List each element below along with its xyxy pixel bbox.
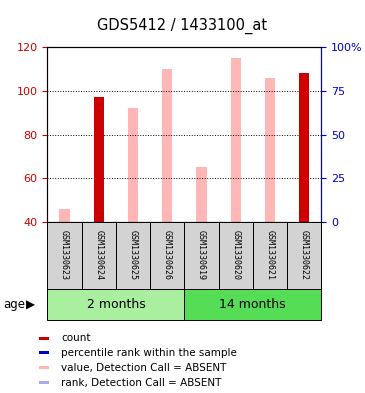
Bar — [39, 382, 49, 384]
Text: GSM1330621: GSM1330621 — [265, 230, 274, 281]
Bar — [128, 108, 138, 222]
Text: value, Detection Call = ABSENT: value, Detection Call = ABSENT — [61, 363, 227, 373]
Text: 14 months: 14 months — [219, 298, 286, 311]
Text: percentile rank within the sample: percentile rank within the sample — [61, 348, 237, 358]
Bar — [116, 222, 150, 289]
Bar — [162, 69, 172, 222]
Bar — [82, 222, 116, 289]
Bar — [94, 97, 104, 222]
Bar — [39, 337, 49, 340]
Text: GSM1330623: GSM1330623 — [60, 230, 69, 281]
Text: 2 months: 2 months — [87, 298, 145, 311]
Bar — [39, 351, 49, 354]
Bar — [219, 222, 253, 289]
Bar — [184, 289, 321, 320]
Text: GSM1330626: GSM1330626 — [163, 230, 172, 281]
Bar — [59, 209, 70, 222]
Bar — [47, 222, 82, 289]
Text: GSM1330624: GSM1330624 — [94, 230, 103, 281]
Text: GSM1330619: GSM1330619 — [197, 230, 206, 281]
Bar — [265, 78, 275, 222]
Bar — [150, 222, 184, 289]
Bar — [196, 167, 207, 222]
Text: GDS5412 / 1433100_at: GDS5412 / 1433100_at — [97, 18, 268, 34]
Bar — [299, 73, 309, 222]
Text: ▶: ▶ — [26, 298, 35, 311]
Bar — [39, 366, 49, 369]
Bar — [287, 222, 321, 289]
Text: count: count — [61, 333, 91, 343]
Text: rank, Detection Call = ABSENT: rank, Detection Call = ABSENT — [61, 378, 222, 388]
Bar — [253, 222, 287, 289]
Bar — [184, 222, 219, 289]
Text: age: age — [4, 298, 26, 311]
Text: GSM1330620: GSM1330620 — [231, 230, 240, 281]
Text: GSM1330622: GSM1330622 — [300, 230, 308, 281]
Bar — [47, 289, 184, 320]
Text: GSM1330625: GSM1330625 — [128, 230, 138, 281]
Bar — [231, 58, 241, 222]
